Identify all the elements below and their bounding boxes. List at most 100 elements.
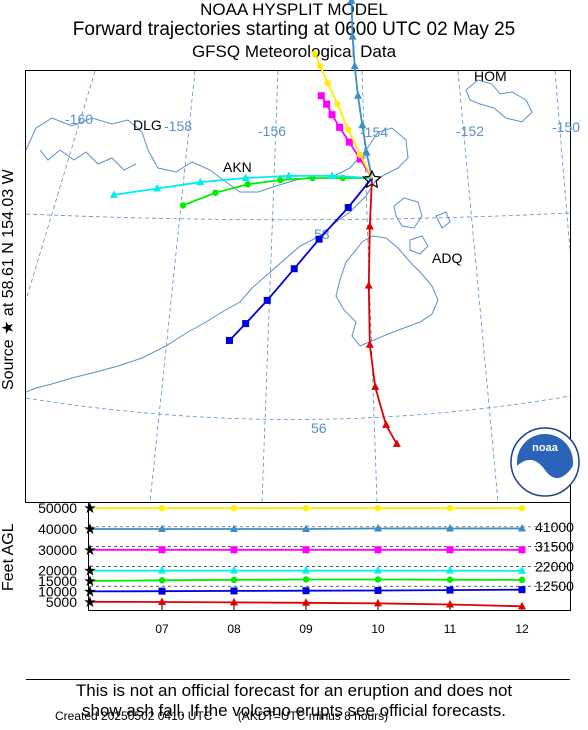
trajectory-marker-blue [344,204,352,212]
height-marker-red [302,598,310,606]
graticule [25,70,571,503]
right-height-label: 31500 [535,539,574,555]
trajectory-marker-magenta [336,123,344,131]
trajectory-marker-cyan [241,173,250,181]
trajectory-title: Forward trajectories starting at 0600 UT… [72,19,516,40]
lon-label: -152 [456,123,484,139]
place-label-akn: AKN [223,159,252,175]
height-source-star-icon: ★ [83,500,96,517]
height-marker-green [446,576,454,583]
trajectory-marker-steelblue [348,32,357,40]
model-title: NOAA HYSPLIT MODEL [200,0,388,19]
trajectory-marker-steelblue [358,120,367,129]
height-source-star-icon: ★ [83,594,96,611]
disclaimer-line-1: This is not an official forecast for an … [75,681,513,700]
trajectory-layer [109,0,401,447]
map-frame [25,70,571,503]
height-marker-steelblue [158,524,166,532]
kodiak-island [335,235,439,347]
height-marker-green [230,576,238,584]
disclaimer-line-2: show ash fall. If the volcano erupts see… [82,701,506,720]
height-source-star-icon: ★ [83,573,96,590]
height-marker-yellow [158,504,166,512]
lat-56-line [25,395,571,420]
height-axis-label: Feet AGL [0,523,17,591]
trajectory-marker-yellow [345,126,352,133]
trajectory-line-red [367,177,398,445]
y-tick-label: 50000 [38,500,77,516]
trajectory-marker-cyan [109,190,118,198]
height-marker-magenta [518,546,526,554]
trajectory-marker-green [179,202,187,209]
lon-156-line [261,70,279,503]
trajectory-marker-red [371,382,380,390]
trajectory-marker-cyan [284,171,293,179]
lon-label: -154 [360,124,388,140]
right-height-label: 12500 [535,578,574,594]
footer: Created 20250502 0410 UTC (AKDT=UTC minu… [55,709,410,723]
shuyak-island [393,197,423,229]
lon-label: -158 [164,118,192,134]
height-marker-magenta [158,546,166,554]
logo-gull [517,459,573,491]
trajectory-marker-green [212,189,219,196]
height-marker-yellow [230,504,238,512]
height-marker-cyan [230,566,238,574]
trajectory-marker-blue [242,320,250,328]
trajectory-marker-red [364,281,373,289]
place-labels: HOM DLG AKN ADQ [133,68,507,266]
height-marker-steelblue [518,524,526,532]
lon-label: -160 [65,111,93,127]
y-tick-label: 15000 [38,573,77,589]
height-marker-blue [230,587,238,595]
trajectory-marker-magenta [323,100,331,108]
x-tick-label: 07 [155,622,169,636]
trajectory-marker-steelblue [362,148,371,156]
logo-text: noaa [532,442,559,454]
lon-150-line [554,70,571,251]
height-marker-cyan [446,566,454,574]
trajectory-marker-red [382,420,391,428]
trajectory-marker-steelblue [353,91,362,99]
height-marker-magenta [230,546,238,554]
height-marker-yellow [446,504,454,512]
height-marker-yellow [302,504,310,512]
height-marker-red [374,598,382,607]
height-marker-green [518,576,526,584]
figure-svg: -160 -158 -156 -154 -152 -150 58 56 HOM … [0,0,580,680]
islet-b [435,211,451,229]
x-tick-label: 12 [515,622,529,636]
trajectory-marker-steelblue [347,0,356,4]
height-marker-red [158,597,166,605]
height-marker-green [158,577,166,584]
lon-label: -156 [258,123,286,139]
height-marker-red [230,597,238,606]
trajectory-marker-yellow [316,62,324,70]
met-data-title: GFSQ Meteorological Data [191,42,397,61]
height-marker-steelblue [230,524,238,532]
lon-158-line [149,70,196,503]
trajectory-marker-steelblue [350,61,359,70]
map-panel: -160 -158 -156 -154 -152 -150 58 56 HOM … [25,0,580,503]
trajectory-marker-blue [315,235,323,243]
noaa-logo: noaa [510,427,580,497]
height-marker-blue [158,587,166,595]
trajectory-marker-cyan [196,177,205,186]
height-marker-magenta [374,546,382,554]
lon-152-line [457,70,499,503]
height-marker-blue [374,587,382,595]
y-tick-label: 20000 [38,563,77,579]
islet-a [409,235,429,255]
x-tick-label: 08 [227,622,241,636]
height-marker-green [302,576,310,583]
height-marker-cyan [158,566,166,574]
height-marker-steelblue [446,524,454,532]
height-marker-magenta [446,546,454,554]
coastline-peninsula [25,179,377,393]
trajectory-marker-magenta [317,92,325,100]
x-tick-label: 09 [299,622,313,636]
trajectory-marker-red [365,340,374,348]
height-marker-red [518,601,526,610]
